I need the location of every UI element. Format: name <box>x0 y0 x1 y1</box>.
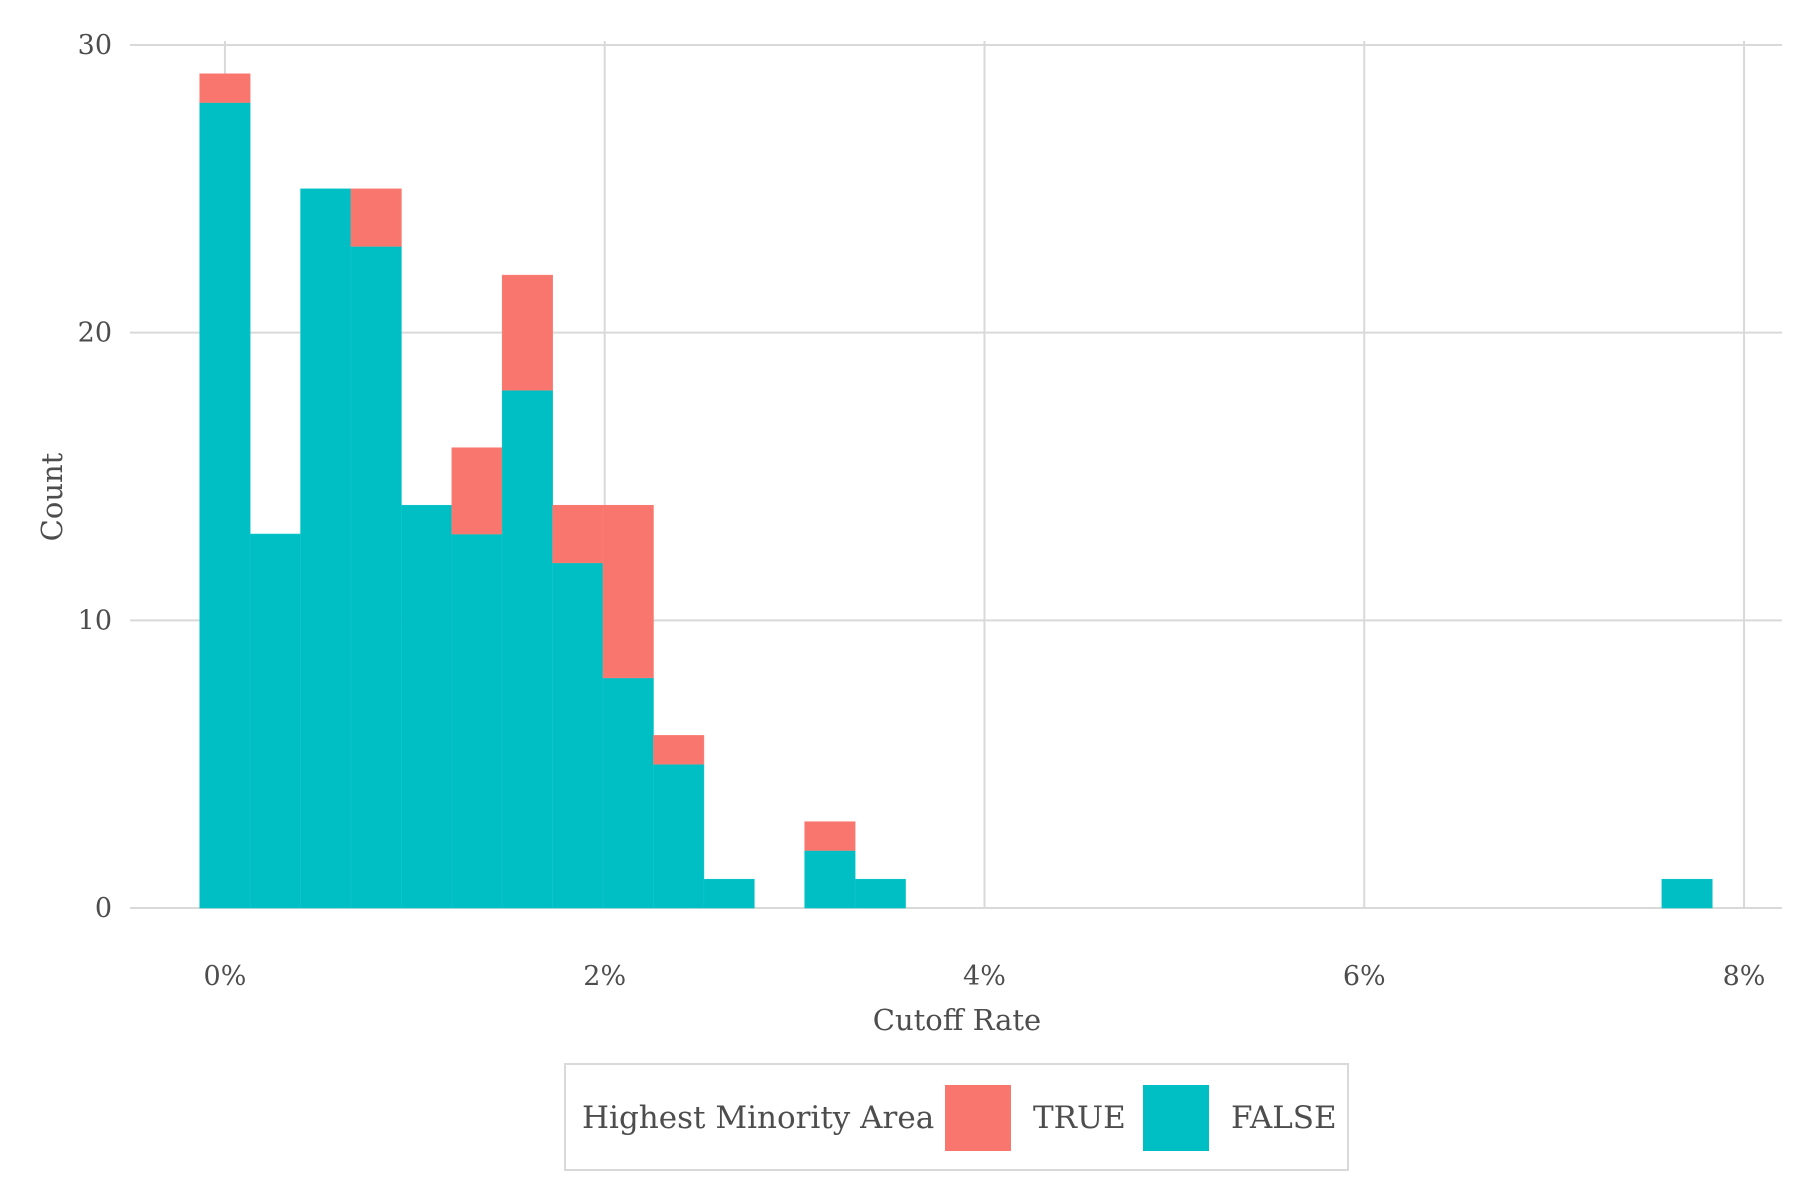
bar-false-4 <box>401 504 453 909</box>
x-axis-ticks: 0% 2% 4% 6% 8% <box>204 961 1766 992</box>
bar-false-9 <box>653 763 705 909</box>
x-axis-title: Cutoff Rate <box>873 1003 1041 1037</box>
bar-true-3 <box>350 188 402 247</box>
bar-false-8 <box>602 677 654 909</box>
bar-false-14 <box>1661 878 1713 909</box>
y-tick-label-1: 10 <box>78 605 112 636</box>
legend-key-true <box>945 1085 1011 1151</box>
legend-key-false <box>1143 1085 1209 1151</box>
bar-false-13 <box>854 878 906 909</box>
bar-false-5 <box>451 533 503 909</box>
x-tick-label-3: 6% <box>1343 961 1386 992</box>
legend-box <box>564 1063 1349 1171</box>
bar-true-9 <box>653 735 705 765</box>
y-tick-label-3: 30 <box>78 30 112 61</box>
x-tick-label-2: 4% <box>963 961 1006 992</box>
legend-title: Highest Minority Area <box>582 1100 934 1136</box>
legend-label-false: FALSE <box>1231 1100 1337 1136</box>
y-tick-label-0: 0 <box>95 893 112 924</box>
bar-false-7 <box>552 562 604 909</box>
bar-true-8 <box>602 504 654 679</box>
bar-false-10 <box>703 878 755 909</box>
bar-true-6 <box>501 274 553 391</box>
bar-false-12 <box>804 850 856 909</box>
y-axis-title: Count <box>35 452 69 541</box>
legend: Highest Minority Area TRUE FALSE <box>564 1063 1349 1171</box>
legend-label-true: TRUE <box>1033 1100 1126 1136</box>
x-tick-label-0: 0% <box>204 961 247 992</box>
bar-true-0 <box>199 73 251 103</box>
y-axis-ticks: 0 10 20 30 <box>78 30 112 924</box>
bar-true-7 <box>552 504 604 564</box>
x-tick-label-4: 8% <box>1723 961 1766 992</box>
bar-true-5 <box>451 447 503 535</box>
bar-false-3 <box>350 246 402 909</box>
bars <box>199 73 1713 909</box>
bar-false-1 <box>249 533 301 909</box>
bar-true-12 <box>804 821 856 851</box>
bar-false-6 <box>501 389 553 909</box>
x-tick-label-1: 2% <box>583 961 626 992</box>
bar-false-2 <box>300 188 352 909</box>
bar-false-0 <box>199 102 251 909</box>
y-tick-label-2: 20 <box>78 318 112 349</box>
